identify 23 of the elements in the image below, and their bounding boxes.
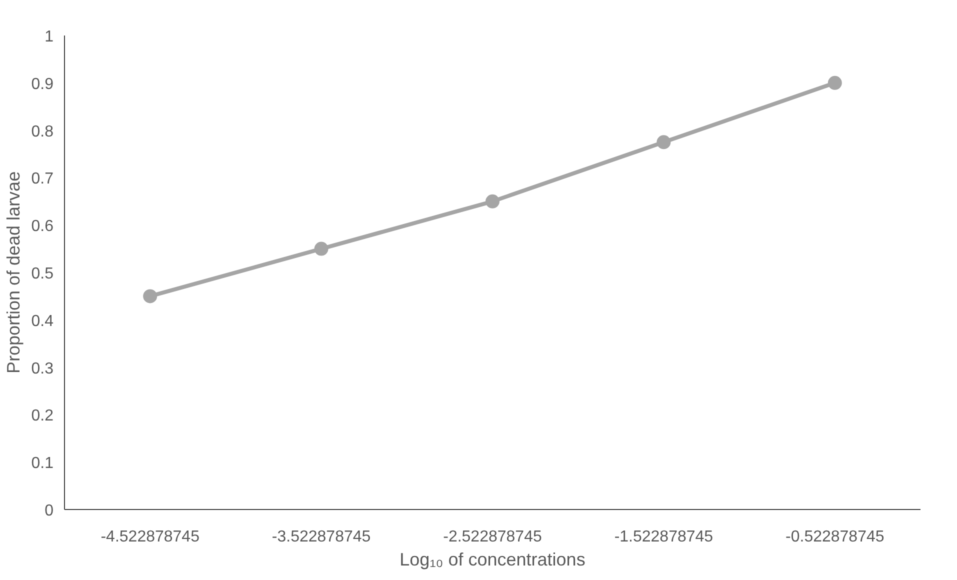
y-tick-label: 0.8 (31, 123, 54, 140)
x-tick-label: -2.522878745 (443, 528, 542, 546)
y-axis-title: Proportion of dead larvae (3, 171, 24, 374)
point (486, 194, 500, 208)
point (314, 242, 328, 256)
x-axis-title: Log₁₀ of concentrations (400, 550, 586, 570)
y-tick-label: 0 (44, 502, 54, 520)
y-tick-label: 1 (44, 28, 54, 46)
y-tick-label: 0.6 (31, 218, 54, 236)
y-tick-label: 0.3 (31, 360, 54, 378)
point (828, 76, 842, 90)
x-tick-label: -4.522878745 (100, 528, 200, 546)
y-tick-label: 0.5 (31, 266, 54, 282)
point (656, 135, 671, 150)
x-tick-label: -0.522878745 (786, 528, 884, 546)
x-tick-label: -3.522878745 (272, 528, 371, 546)
y-tick-label: 0.4 (31, 312, 54, 330)
y-tick-label: 0.1 (31, 455, 54, 472)
y-tick-label: 0.7 (31, 170, 54, 188)
y-tick-label: 0.2 (31, 408, 54, 425)
point (143, 289, 158, 304)
y-tick-label: 0.9 (31, 76, 54, 93)
x-tick-label: -1.522878745 (614, 528, 714, 546)
